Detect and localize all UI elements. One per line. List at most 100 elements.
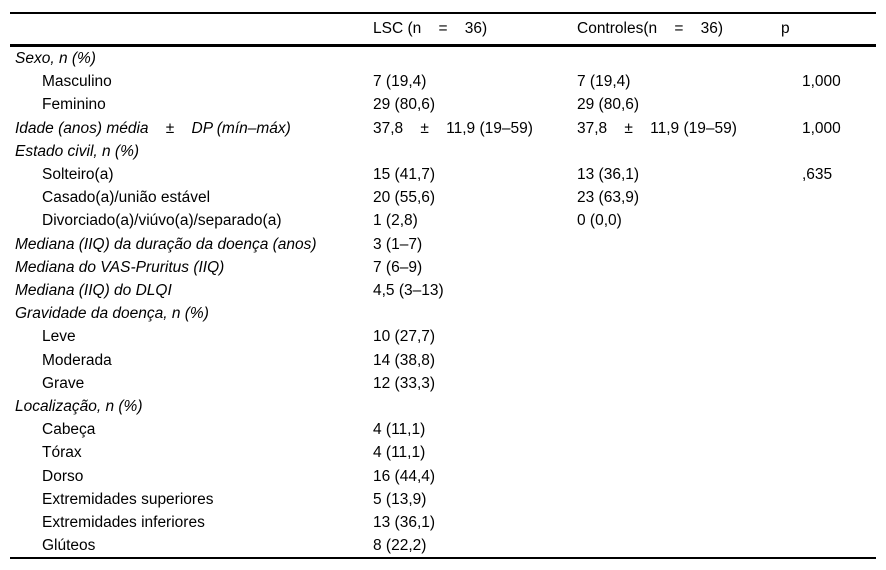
p-value: 1,000 [802, 119, 841, 137]
lsc-value: 7 (6–9) [373, 258, 423, 276]
lsc-value [373, 46, 577, 71]
row-label: Mediana (IIQ) do DLQI [15, 282, 172, 300]
row-label: Estado civil, n (%) [15, 142, 140, 160]
table-row: Gravidade da doença, n (%) [10, 302, 876, 325]
table-row: Mediana (IIQ) da duração da doença (anos… [10, 233, 876, 256]
lsc-value: 29 (80,6) [373, 96, 436, 114]
p-value [781, 372, 876, 395]
p-value [781, 302, 876, 325]
lsc-value [373, 302, 577, 325]
row-label: Tórax [42, 444, 82, 462]
table-row: Dorso 16 (44,4) [10, 465, 876, 488]
lsc-value: 3 (1–7) [373, 235, 423, 253]
controles-value: 23 (63,9) [577, 189, 640, 207]
p-value [781, 93, 876, 116]
table-row: Sexo, n (%) [10, 46, 876, 71]
table-row: Extremidades inferiores 13 (36,1) [10, 511, 876, 534]
lsc-value: 5 (13,9) [373, 490, 427, 508]
lsc-value: 20 (55,6) [373, 189, 436, 207]
p-value [781, 209, 876, 232]
table-row: Solteiro(a) 15 (41,7) 13 (36,1) ,635 [10, 163, 876, 186]
p-value: 1,000 [802, 73, 841, 91]
header-p-label: p [781, 20, 790, 37]
row-label: Solteiro(a) [42, 166, 114, 184]
p-value [781, 465, 876, 488]
row-label: Casado(a)/união estável [42, 189, 211, 207]
lsc-value: 12 (33,3) [373, 374, 436, 392]
controles-value: 7 (19,4) [577, 73, 631, 91]
controles-value: 13 (36,1) [577, 166, 640, 184]
lsc-value: 7 (19,4) [373, 73, 427, 91]
lsc-value: 4 (11,1) [373, 421, 426, 439]
controles-value [577, 418, 781, 441]
table-row: Tórax 4 (11,1) [10, 441, 876, 464]
row-label: Dorso [42, 467, 84, 485]
p-value [781, 186, 876, 209]
p-value [781, 418, 876, 441]
row-label: Extremidades inferiores [42, 514, 205, 532]
p-value: ,635 [802, 166, 833, 184]
row-label: Divorciado(a)/viúvo(a)/separado(a) [42, 212, 282, 230]
row-label: Idade (anos) média ± DP (mín–máx) [15, 119, 291, 137]
lsc-value: 10 (27,7) [373, 328, 436, 346]
controles-value [577, 233, 781, 256]
lsc-value [373, 140, 577, 163]
row-label: Mediana do VAS-Pruritus (IIQ) [15, 258, 225, 276]
table-row: Glúteos 8 (22,2) [10, 534, 876, 558]
controles-value [577, 279, 781, 302]
controles-value [577, 441, 781, 464]
table-row: Extremidades superiores 5 (13,9) [10, 488, 876, 511]
lsc-value: 16 (44,4) [373, 467, 436, 485]
row-label: Mediana (IIQ) da duração da doença (anos… [15, 235, 317, 253]
table-row: Localização, n (%) [10, 395, 876, 418]
row-label: Leve [42, 328, 76, 346]
table-row: Divorciado(a)/viúvo(a)/separado(a) 1 (2,… [10, 209, 876, 232]
controles-value [577, 349, 781, 372]
p-value [781, 349, 876, 372]
row-label: Masculino [42, 73, 112, 91]
lsc-value [373, 395, 577, 418]
controles-value [577, 511, 781, 534]
controles-value [577, 302, 781, 325]
p-value [781, 233, 876, 256]
p-value [781, 395, 876, 418]
p-value [781, 140, 876, 163]
controles-value [577, 140, 781, 163]
p-value [781, 46, 876, 71]
controles-value: 29 (80,6) [577, 96, 640, 114]
lsc-value: 37,8 ± 11,9 (19–59) [373, 119, 533, 137]
table-row: Mediana (IIQ) do DLQI 4,5 (3–13) [10, 279, 876, 302]
p-value [781, 279, 876, 302]
controles-value [577, 465, 781, 488]
lsc-value: 4 (11,1) [373, 444, 426, 462]
p-value [781, 534, 876, 558]
clinical-characteristics-table: LSC (n = 36) Controles(n = 36) p Sexo, n… [10, 12, 876, 560]
header-controles-label: Controles(n = 36) [577, 20, 724, 37]
controles-value [577, 488, 781, 511]
table-header-row: LSC (n = 36) Controles(n = 36) p [10, 13, 876, 46]
controles-value [577, 325, 781, 348]
row-label: Feminino [42, 96, 106, 114]
table-row: Masculino 7 (19,4) 7 (19,4) 1,000 [10, 70, 876, 93]
row-label: Extremidades superiores [42, 490, 214, 508]
table-row: Idade (anos) média ± DP (mín–máx) 37,8 ±… [10, 117, 876, 140]
row-label: Glúteos [42, 537, 96, 555]
row-label: Moderada [42, 351, 112, 369]
table-row: Grave 12 (33,3) [10, 372, 876, 395]
row-label: Localização, n (%) [15, 398, 143, 416]
header-lsc-label: LSC (n = 36) [373, 20, 488, 37]
header-empty-cell [10, 13, 373, 46]
table-row: Leve 10 (27,7) [10, 325, 876, 348]
controles-value: 0 (0,0) [577, 212, 622, 230]
controles-value [577, 372, 781, 395]
controles-value [577, 395, 781, 418]
controles-value [577, 534, 781, 558]
table-row: Estado civil, n (%) [10, 140, 876, 163]
lsc-value: 14 (38,8) [373, 351, 436, 369]
lsc-value: 15 (41,7) [373, 166, 436, 184]
paper-table-container: LSC (n = 36) Controles(n = 36) p Sexo, n… [10, 12, 876, 560]
lsc-value: 4,5 (3–13) [373, 282, 444, 300]
table-row: Moderada 14 (38,8) [10, 349, 876, 372]
lsc-value: 13 (36,1) [373, 514, 436, 532]
lsc-value: 1 (2,8) [373, 212, 418, 230]
